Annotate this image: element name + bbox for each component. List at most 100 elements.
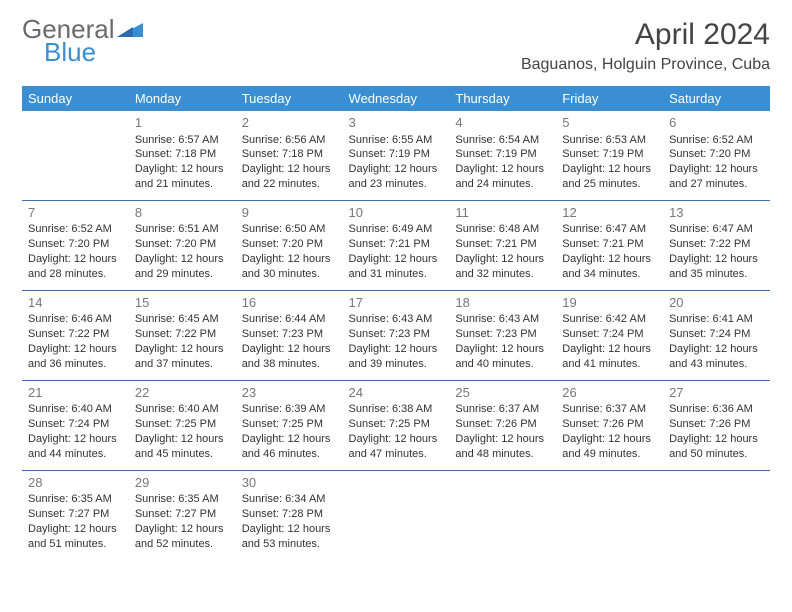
daylight-text: and 37 minutes. xyxy=(135,357,230,372)
calendar-day-cell: 22Sunrise: 6:40 AMSunset: 7:25 PMDayligh… xyxy=(129,380,236,470)
day-number: 11 xyxy=(455,204,550,222)
calendar-day-cell: 28Sunrise: 6:35 AMSunset: 7:27 PMDayligh… xyxy=(22,470,129,559)
daylight-text: and 34 minutes. xyxy=(562,267,657,282)
daylight-text: and 45 minutes. xyxy=(135,447,230,462)
daylight-text: and 52 minutes. xyxy=(135,537,230,552)
sunset-text: Sunset: 7:20 PM xyxy=(135,237,230,252)
sunrise-text: Sunrise: 6:44 AM xyxy=(242,312,337,327)
daylight-text: and 24 minutes. xyxy=(455,177,550,192)
daylight-text: and 27 minutes. xyxy=(669,177,764,192)
sunset-text: Sunset: 7:28 PM xyxy=(242,507,337,522)
daylight-text: Daylight: 12 hours xyxy=(135,432,230,447)
calendar-day-cell: 29Sunrise: 6:35 AMSunset: 7:27 PMDayligh… xyxy=(129,470,236,559)
daylight-text: Daylight: 12 hours xyxy=(669,342,764,357)
sunset-text: Sunset: 7:23 PM xyxy=(349,327,444,342)
day-number: 26 xyxy=(562,384,657,402)
daylight-text: and 50 minutes. xyxy=(669,447,764,462)
day-number: 6 xyxy=(669,114,764,132)
calendar-day-cell: 21Sunrise: 6:40 AMSunset: 7:24 PMDayligh… xyxy=(22,380,129,470)
sunset-text: Sunset: 7:19 PM xyxy=(455,147,550,162)
day-number: 23 xyxy=(242,384,337,402)
calendar-day-cell: 13Sunrise: 6:47 AMSunset: 7:22 PMDayligh… xyxy=(663,200,770,290)
calendar-week-row: 1Sunrise: 6:57 AMSunset: 7:18 PMDaylight… xyxy=(22,111,770,200)
sunrise-text: Sunrise: 6:50 AM xyxy=(242,222,337,237)
weekday-header: Tuesday xyxy=(236,86,343,111)
daylight-text: and 25 minutes. xyxy=(562,177,657,192)
sunset-text: Sunset: 7:27 PM xyxy=(28,507,123,522)
weekday-header: Wednesday xyxy=(343,86,450,111)
day-number: 28 xyxy=(28,474,123,492)
sunrise-text: Sunrise: 6:40 AM xyxy=(135,402,230,417)
daylight-text: Daylight: 12 hours xyxy=(669,252,764,267)
calendar-day-cell: 12Sunrise: 6:47 AMSunset: 7:21 PMDayligh… xyxy=(556,200,663,290)
calendar-week-row: 28Sunrise: 6:35 AMSunset: 7:27 PMDayligh… xyxy=(22,470,770,559)
calendar-day-cell: 15Sunrise: 6:45 AMSunset: 7:22 PMDayligh… xyxy=(129,290,236,380)
daylight-text: and 46 minutes. xyxy=(242,447,337,462)
sunset-text: Sunset: 7:26 PM xyxy=(562,417,657,432)
calendar-day-cell: 11Sunrise: 6:48 AMSunset: 7:21 PMDayligh… xyxy=(449,200,556,290)
sunrise-text: Sunrise: 6:47 AM xyxy=(562,222,657,237)
calendar-empty-cell xyxy=(449,470,556,559)
weekday-header: Friday xyxy=(556,86,663,111)
day-number: 21 xyxy=(28,384,123,402)
day-number: 1 xyxy=(135,114,230,132)
daylight-text: and 49 minutes. xyxy=(562,447,657,462)
sunrise-text: Sunrise: 6:52 AM xyxy=(669,133,764,148)
daylight-text: and 22 minutes. xyxy=(242,177,337,192)
sunrise-text: Sunrise: 6:40 AM xyxy=(28,402,123,417)
day-number: 30 xyxy=(242,474,337,492)
calendar-table: SundayMondayTuesdayWednesdayThursdayFrid… xyxy=(22,86,770,560)
daylight-text: Daylight: 12 hours xyxy=(135,522,230,537)
calendar-empty-cell xyxy=(22,111,129,200)
sunrise-text: Sunrise: 6:42 AM xyxy=(562,312,657,327)
daylight-text: Daylight: 12 hours xyxy=(349,162,444,177)
calendar-day-cell: 1Sunrise: 6:57 AMSunset: 7:18 PMDaylight… xyxy=(129,111,236,200)
daylight-text: Daylight: 12 hours xyxy=(455,162,550,177)
daylight-text: and 48 minutes. xyxy=(455,447,550,462)
calendar-day-cell: 6Sunrise: 6:52 AMSunset: 7:20 PMDaylight… xyxy=(663,111,770,200)
daylight-text: Daylight: 12 hours xyxy=(135,162,230,177)
daylight-text: Daylight: 12 hours xyxy=(28,252,123,267)
daylight-text: Daylight: 12 hours xyxy=(349,432,444,447)
location: Baguanos, Holguin Province, Cuba xyxy=(521,56,770,74)
weekday-header: Thursday xyxy=(449,86,556,111)
sunset-text: Sunset: 7:22 PM xyxy=(28,327,123,342)
calendar-day-cell: 27Sunrise: 6:36 AMSunset: 7:26 PMDayligh… xyxy=(663,380,770,470)
sunset-text: Sunset: 7:26 PM xyxy=(455,417,550,432)
daylight-text: Daylight: 12 hours xyxy=(28,522,123,537)
sunrise-text: Sunrise: 6:48 AM xyxy=(455,222,550,237)
sunset-text: Sunset: 7:25 PM xyxy=(349,417,444,432)
sunrise-text: Sunrise: 6:34 AM xyxy=(242,492,337,507)
calendar-week-row: 21Sunrise: 6:40 AMSunset: 7:24 PMDayligh… xyxy=(22,380,770,470)
sunrise-text: Sunrise: 6:35 AM xyxy=(135,492,230,507)
page-title: April 2024 xyxy=(521,18,770,52)
sunrise-text: Sunrise: 6:57 AM xyxy=(135,133,230,148)
daylight-text: and 39 minutes. xyxy=(349,357,444,372)
day-number: 13 xyxy=(669,204,764,222)
daylight-text: and 43 minutes. xyxy=(669,357,764,372)
day-number: 27 xyxy=(669,384,764,402)
daylight-text: and 35 minutes. xyxy=(669,267,764,282)
calendar-day-cell: 24Sunrise: 6:38 AMSunset: 7:25 PMDayligh… xyxy=(343,380,450,470)
day-number: 14 xyxy=(28,294,123,312)
daylight-text: and 31 minutes. xyxy=(349,267,444,282)
daylight-text: Daylight: 12 hours xyxy=(242,252,337,267)
calendar-day-cell: 10Sunrise: 6:49 AMSunset: 7:21 PMDayligh… xyxy=(343,200,450,290)
sunrise-text: Sunrise: 6:54 AM xyxy=(455,133,550,148)
day-number: 24 xyxy=(349,384,444,402)
header: General Blue April 2024 Baguanos, Holgui… xyxy=(22,18,770,74)
daylight-text: and 36 minutes. xyxy=(28,357,123,372)
daylight-text: Daylight: 12 hours xyxy=(135,342,230,357)
sunrise-text: Sunrise: 6:49 AM xyxy=(349,222,444,237)
sunset-text: Sunset: 7:20 PM xyxy=(242,237,337,252)
daylight-text: Daylight: 12 hours xyxy=(242,432,337,447)
logo-mark-icon xyxy=(117,19,143,40)
sunset-text: Sunset: 7:24 PM xyxy=(28,417,123,432)
day-number: 5 xyxy=(562,114,657,132)
sunrise-text: Sunrise: 6:55 AM xyxy=(349,133,444,148)
calendar-day-cell: 8Sunrise: 6:51 AMSunset: 7:20 PMDaylight… xyxy=(129,200,236,290)
sunset-text: Sunset: 7:22 PM xyxy=(669,237,764,252)
day-number: 8 xyxy=(135,204,230,222)
calendar-day-cell: 4Sunrise: 6:54 AMSunset: 7:19 PMDaylight… xyxy=(449,111,556,200)
sunset-text: Sunset: 7:25 PM xyxy=(135,417,230,432)
